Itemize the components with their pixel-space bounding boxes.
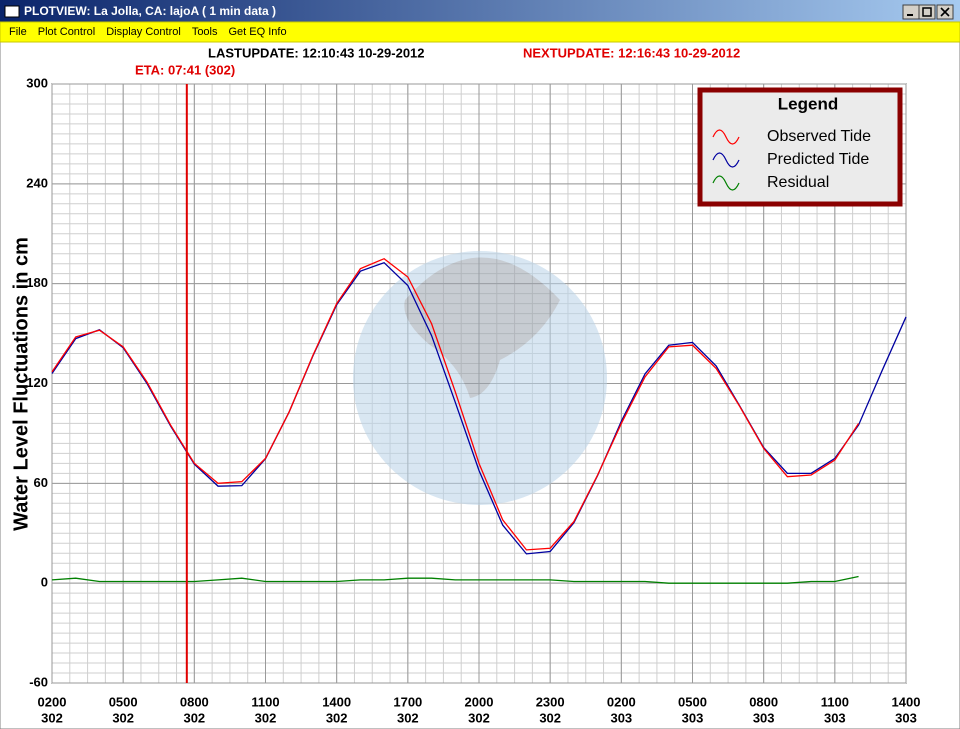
- menu-item[interactable]: Get EQ Info: [229, 26, 287, 38]
- x-tick-label: 0200: [607, 694, 636, 709]
- legend-title: Legend: [778, 94, 838, 113]
- y-tick-label: -60: [29, 674, 48, 689]
- x-tick-label: 1100: [251, 694, 279, 709]
- x-tick-label: 1700: [393, 694, 422, 709]
- x-tick-day: 302: [397, 710, 419, 725]
- x-tick-label: 2300: [536, 694, 565, 709]
- legend-entry: Observed Tide: [767, 128, 871, 145]
- x-tick-day: 303: [610, 710, 632, 725]
- last-update: LASTUPDATE: 12:10:43 10-29-2012: [208, 45, 425, 60]
- legend-swatch: [712, 175, 740, 191]
- legend-entry: Predicted Tide: [767, 151, 869, 168]
- x-tick-label: 1400: [892, 694, 921, 709]
- window-buttons: [902, 4, 954, 20]
- x-tick-day: 302: [41, 710, 63, 725]
- x-tick-label: 1400: [322, 694, 351, 709]
- x-tick-day: 302: [255, 710, 277, 725]
- x-tick-day: 302: [539, 710, 561, 725]
- minimize-button[interactable]: [902, 4, 920, 20]
- legend-entry: Residual: [767, 174, 829, 191]
- legend-swatch: [712, 129, 740, 145]
- x-tick-day: 303: [682, 710, 704, 725]
- eta-label: ETA: 07:41 (302): [135, 62, 235, 77]
- close-glyph: [940, 7, 950, 17]
- x-tick-label: 0500: [109, 694, 138, 709]
- menu-item[interactable]: Plot Control: [38, 26, 95, 38]
- x-tick-day: 302: [326, 710, 348, 725]
- y-tick-label: 120: [26, 375, 48, 390]
- menu-item[interactable]: Display Control: [106, 26, 181, 38]
- menu: File Plot Control Display Control Tools Get …: [9, 26, 287, 38]
- menu-item[interactable]: Tools: [192, 26, 218, 38]
- y-tick-label: 0: [41, 575, 48, 590]
- x-tick-day: 303: [895, 710, 917, 725]
- x-tick-label: 0800: [749, 694, 778, 709]
- next-update: NEXTUPDATE: 12:16:43 10-29-2012: [523, 45, 740, 60]
- menu-item[interactable]: File: [9, 26, 27, 38]
- series-layer: [51, 84, 907, 683]
- x-tick-day: 302: [112, 710, 134, 725]
- x-tick-label: 0500: [678, 694, 707, 709]
- legend-swatch: [712, 152, 740, 168]
- y-tick-label: 180: [26, 275, 48, 290]
- legend-box: [697, 87, 903, 207]
- watermark: [353, 251, 607, 505]
- title-bar: [0, 0, 960, 22]
- menu-bar: [0, 21, 960, 43]
- y-tick-label: 60: [34, 475, 48, 490]
- x-tick-day: 302: [183, 710, 205, 725]
- maximize-glyph: [922, 7, 932, 17]
- logo-bird: [404, 257, 560, 398]
- legend: Legend Observed Tide Predicted Tide Residu…: [697, 87, 903, 207]
- window-title: PLOTVIEW: La Jolla, CA: lajoA ( 1 min da…: [24, 4, 276, 18]
- maximize-button[interactable]: [918, 4, 936, 20]
- x-tick-day: 303: [824, 710, 846, 725]
- x-tick-label: 0800: [180, 694, 209, 709]
- x-tick-label: 0200: [38, 694, 67, 709]
- y-tick-label: 300: [26, 75, 48, 90]
- x-tick-day: 303: [753, 710, 775, 725]
- x-tick-day: 302: [468, 710, 490, 725]
- x-tick-label: 2000: [465, 694, 494, 709]
- x-tick-label: 1100: [821, 694, 849, 709]
- y-tick-label: 240: [26, 175, 48, 190]
- app-icon: [4, 5, 20, 18]
- y-axis-label: Water Level Fluctuations in cm: [10, 237, 32, 531]
